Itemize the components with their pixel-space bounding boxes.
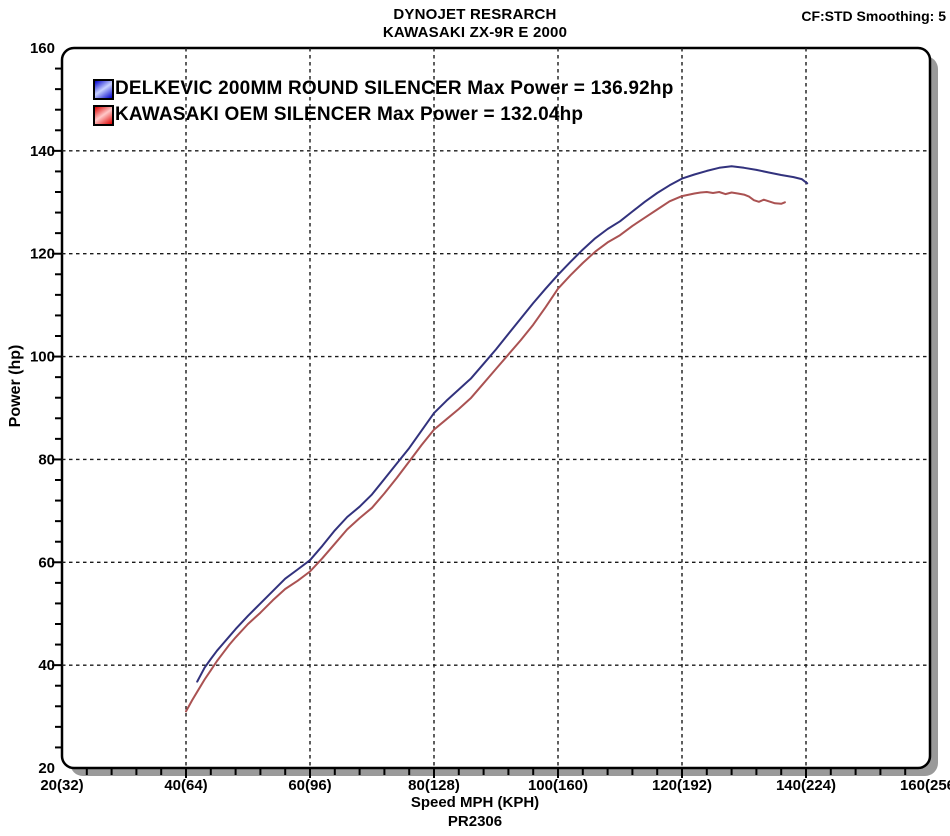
x-tick-label: 160(256) <box>900 777 950 794</box>
y-tick-label: 160 <box>30 40 55 57</box>
x-tick-label: 20(32) <box>40 777 83 794</box>
legend-swatch-blue-icon <box>93 78 114 100</box>
chart-title: DYNOJET RESRARCH KAWASAKI ZX-9R E 2000 <box>0 6 950 42</box>
run-code: PR2306 <box>447 813 503 830</box>
y-tick-label: 100 <box>30 349 55 366</box>
x-axis-title: Speed MPH (KPH) <box>410 794 540 811</box>
series-line-1 <box>185 191 786 713</box>
x-tick-label: 40(64) <box>164 777 207 794</box>
y-axis-title: Power (hp) <box>7 344 24 428</box>
cf-smoothing-label: CF:STD Smoothing: 5 <box>801 8 946 24</box>
y-tick-label: 40 <box>38 657 55 674</box>
chart-title-line2: KAWASAKI ZX-9R E 2000 <box>382 24 568 41</box>
y-tick-label: 20 <box>38 760 55 777</box>
legend-label-delkevic: DELKEVIC 200MM ROUND SILENCER Max Power … <box>115 78 674 99</box>
legend-swatch-red-icon <box>93 104 114 126</box>
legend-item-oem: KAWASAKI OEM SILENCER Max Power = 132.04… <box>93 102 674 128</box>
x-tick-label: 60(96) <box>288 777 331 794</box>
legend-label-oem: KAWASAKI OEM SILENCER Max Power = 132.04… <box>115 104 584 125</box>
y-tick-label: 60 <box>38 554 55 571</box>
y-tick-label: 120 <box>30 246 55 263</box>
chart-title-line1: DYNOJET RESRARCH <box>393 6 557 23</box>
y-tick-label: 140 <box>30 143 55 160</box>
x-tick-label: 140(224) <box>776 777 836 794</box>
legend-item-delkevic: DELKEVIC 200MM ROUND SILENCER Max Power … <box>93 76 674 102</box>
plot-frame <box>60 46 932 770</box>
x-tick-label: 80(128) <box>408 777 460 794</box>
x-tick-label: 100(160) <box>528 777 588 794</box>
y-tick-label: 80 <box>38 451 55 468</box>
chart-legend: DELKEVIC 200MM ROUND SILENCER Max Power … <box>93 76 674 128</box>
x-tick-label: 120(192) <box>652 777 712 794</box>
series-line-0 <box>196 165 809 683</box>
